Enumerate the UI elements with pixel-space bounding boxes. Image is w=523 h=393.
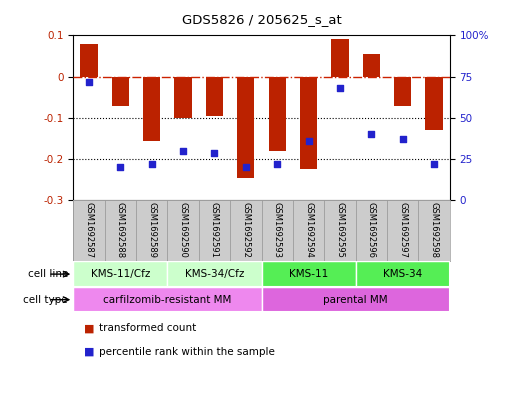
Text: GSM1692588: GSM1692588: [116, 202, 125, 258]
Point: [116, 164, 124, 171]
Text: GSM1692589: GSM1692589: [147, 202, 156, 258]
Bar: [174, 77, 191, 118]
Text: carfilzomib-resistant MM: carfilzomib-resistant MM: [103, 295, 232, 305]
Bar: [237, 77, 254, 178]
Text: GSM1692590: GSM1692590: [178, 202, 188, 258]
Text: transformed count: transformed count: [99, 323, 197, 333]
Text: ■: ■: [84, 347, 94, 357]
Bar: [230, 200, 262, 261]
Bar: [262, 261, 356, 287]
Text: cell type: cell type: [24, 295, 68, 305]
Point: [179, 148, 187, 154]
Point: [147, 161, 156, 167]
Bar: [112, 77, 129, 105]
Bar: [418, 200, 450, 261]
Bar: [394, 77, 411, 105]
Text: GSM1692595: GSM1692595: [335, 202, 345, 258]
Point: [430, 161, 438, 167]
Text: GSM1692593: GSM1692593: [272, 202, 282, 258]
Bar: [300, 77, 317, 169]
Bar: [262, 200, 293, 261]
Bar: [206, 77, 223, 116]
Text: percentile rank within the sample: percentile rank within the sample: [99, 347, 275, 357]
Text: GSM1692596: GSM1692596: [367, 202, 376, 258]
Bar: [387, 200, 418, 261]
Text: KMS-34: KMS-34: [383, 269, 423, 279]
Bar: [331, 39, 348, 77]
Text: GSM1692594: GSM1692594: [304, 202, 313, 258]
Bar: [81, 44, 97, 77]
Text: KMS-11/Cfz: KMS-11/Cfz: [90, 269, 150, 279]
Bar: [167, 261, 262, 287]
Bar: [356, 261, 450, 287]
Text: GSM1692592: GSM1692592: [241, 202, 251, 258]
Point: [367, 131, 376, 138]
Bar: [268, 77, 286, 151]
Bar: [356, 200, 387, 261]
Bar: [293, 200, 324, 261]
Text: GSM1692591: GSM1692591: [210, 202, 219, 258]
Bar: [73, 287, 262, 312]
Text: ■: ■: [84, 323, 94, 333]
Text: KMS-34/Cfz: KMS-34/Cfz: [185, 269, 244, 279]
Point: [242, 164, 250, 171]
Text: GSM1692587: GSM1692587: [84, 202, 94, 258]
Bar: [324, 200, 356, 261]
Text: cell line: cell line: [28, 269, 68, 279]
Bar: [425, 77, 442, 130]
Point: [304, 138, 313, 144]
Bar: [362, 54, 380, 77]
Bar: [73, 200, 105, 261]
Bar: [199, 200, 230, 261]
Bar: [143, 77, 161, 141]
Text: GSM1692597: GSM1692597: [398, 202, 407, 258]
Point: [85, 79, 93, 85]
Bar: [262, 287, 450, 312]
Text: parental MM: parental MM: [323, 295, 388, 305]
Point: [210, 149, 219, 156]
Point: [399, 136, 407, 143]
Text: GSM1692598: GSM1692598: [429, 202, 439, 258]
Point: [336, 85, 344, 91]
Bar: [136, 200, 167, 261]
Text: GDS5826 / 205625_s_at: GDS5826 / 205625_s_at: [181, 13, 342, 26]
Point: [273, 161, 281, 167]
Bar: [105, 200, 136, 261]
Bar: [167, 200, 199, 261]
Bar: [73, 261, 167, 287]
Text: KMS-11: KMS-11: [289, 269, 328, 279]
